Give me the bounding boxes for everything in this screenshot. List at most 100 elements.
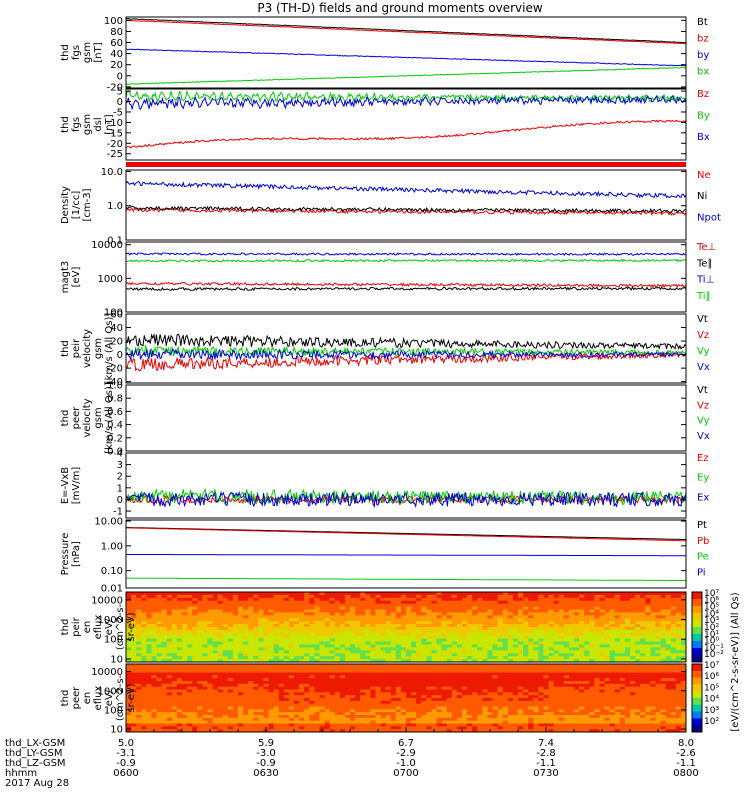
spectrogram-cell [238,644,244,648]
spectrogram-cell [467,681,473,685]
spectrogram-cell [421,659,427,663]
spectrogram-cell [304,669,310,673]
spectrogram-cell [278,709,285,713]
spectrogram-cell [355,632,361,637]
spectrogram-cell [630,609,636,613]
spectrogram-cell [131,594,137,599]
spectrogram-cell [502,715,509,719]
spectrogram-cell [136,692,142,696]
spectrogram-cell [212,678,219,682]
spectrogram-cell [288,597,295,602]
spectrogram-cell [579,683,585,688]
spectrogram-cell [660,621,667,625]
spectrogram-cell [126,627,132,631]
spectrogram-cell [675,709,682,713]
spectrogram-cell [268,629,275,634]
spectrogram-cell [222,603,229,607]
spectrogram-cell [599,712,605,716]
spectrogram-cell [574,703,580,707]
spectrogram-cell [416,603,422,607]
spectrogram-cell [136,717,142,722]
spectrogram-cell [319,659,325,663]
spectrogram-cell [151,683,157,688]
spectrogram-cell [263,600,269,605]
spectrogram-cell [512,709,519,713]
spectrogram-cell [248,615,254,619]
spectrogram-cell [680,712,687,716]
spectrogram-cell [467,706,473,710]
spectrogram-cell [523,698,529,702]
spectrogram-cell [624,703,631,707]
spectrogram-cell [507,609,514,613]
spectrogram-cell [589,675,595,679]
spectrogram-cell [187,664,193,668]
spectrogram-cell [151,703,157,707]
spectrogram-cell [411,656,417,660]
spectrogram-cell [146,653,152,657]
spectrogram-cell [624,597,631,602]
spectrogram-cell [411,629,417,634]
spectrogram-cell [329,703,336,707]
spectrogram-cell [334,635,341,640]
spectrogram-cell [650,618,656,622]
spectrogram-cell [400,644,407,648]
spectrogram-cell [156,700,163,705]
spectrogram-cell [660,592,667,596]
spectrogram-cell [451,603,458,607]
spectrogram-cell [533,612,539,616]
spectrogram-cell [640,656,646,660]
spectrogram-cell [324,706,331,710]
spectrogram-cell [624,624,631,628]
spectrogram-cell [126,653,132,657]
spectrogram-cell [151,653,157,657]
spectrogram-cell [400,653,407,657]
spectrogram-cell [456,700,463,705]
spectrogram-cell [421,656,427,660]
spectrogram-cell [232,592,239,596]
spectrogram-cell [309,666,315,671]
spectrogram-cell [680,659,687,663]
spectrogram-cell [477,656,483,660]
spectrogram-cell [365,666,371,671]
spectrogram-cell [543,712,549,716]
spectrogram-cell [395,669,402,673]
spectrogram-cell [619,621,626,625]
spectrogram-cell [243,659,249,663]
spectrogram-cell [360,603,366,607]
spectrogram-cell [670,618,677,622]
y-axis-label: thd [60,410,71,427]
spectrogram-cell [273,656,280,660]
spectrogram-cell [614,603,621,607]
spectrogram-cell [350,609,356,613]
spectrogram-cell [273,615,280,619]
spectrogram-cell [166,650,173,654]
spectrogram-cell [283,695,290,699]
spectrogram-cell [599,600,605,605]
spectrogram-cell [574,597,580,602]
spectrogram-cell [355,664,361,668]
spectrogram-cell [344,678,351,682]
spectrogram-cell [339,703,346,707]
spectrogram-cell [456,592,463,596]
spectrogram-cell [523,600,529,605]
spectrogram-cell [232,689,239,693]
spectrogram-cell [675,600,682,605]
spectrogram-cell [548,686,555,690]
spectrogram-cell [202,715,208,719]
spectrogram-cell [507,689,514,693]
spectrogram-cell [472,618,478,622]
spectrogram-cell [304,618,310,622]
spectrogram-cell [568,692,575,696]
spectrogram-cell [482,678,488,682]
spectrogram-cell [548,681,555,685]
spectrogram-cell [467,638,473,642]
spectrogram-cell [538,715,544,719]
spectrogram-cell [487,606,493,610]
spectrogram-cell [151,681,157,685]
spectrogram-cell [334,695,341,699]
spectrogram-cell [294,706,300,710]
spectrogram-cell [406,653,412,657]
spectrogram-cell [512,632,519,637]
spectrogram-cell [197,653,203,657]
spectrogram-cell [574,656,580,660]
